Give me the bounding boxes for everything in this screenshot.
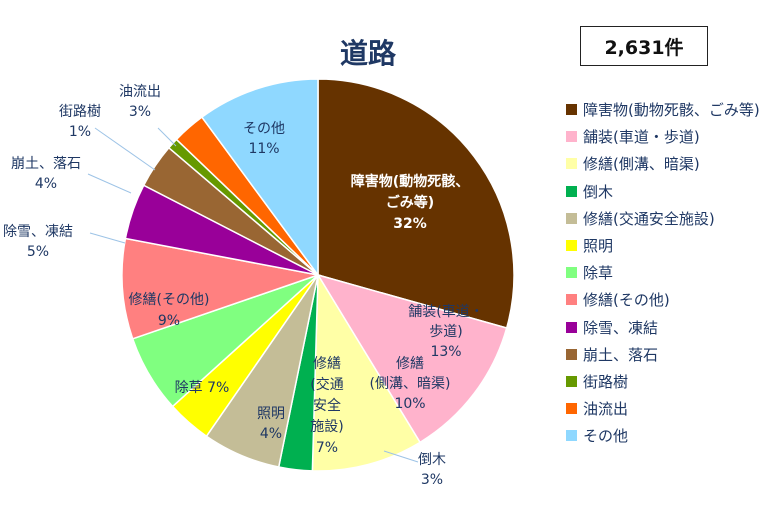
leader-line xyxy=(383,450,419,463)
legend-label: 修繕(側溝、暗渠) xyxy=(583,155,700,174)
slice-value-label: 10% xyxy=(394,396,425,412)
legend-item-6: 除草 xyxy=(566,259,760,286)
legend-label: 障害物(動物死骸、ごみ等) xyxy=(583,101,760,120)
legend-swatch xyxy=(566,158,577,170)
legend-swatch xyxy=(566,131,577,143)
leader-line xyxy=(89,232,126,244)
slice-label-text: その他 xyxy=(243,121,285,137)
slice-value-label: 7% xyxy=(316,440,338,456)
slice-label-4: 修繕 (交通安全施設) 7% xyxy=(310,356,343,456)
slice-label-text: 舗装(車道・ xyxy=(408,303,483,320)
slice-label-text: 街路樹 xyxy=(59,104,101,120)
legend-item-12: その他 xyxy=(566,422,760,449)
slice-label-text: 油流出 xyxy=(119,84,161,100)
slice-value-label: 1% xyxy=(69,124,91,140)
legend-label: 倒木 xyxy=(583,182,614,201)
legend-label: 舗装(車道・歩道) xyxy=(583,128,700,147)
slice-label-11: 油流出 3% xyxy=(119,84,177,147)
leader-line xyxy=(157,127,177,147)
legend-swatch xyxy=(566,348,577,360)
legend-label: 照明 xyxy=(583,237,614,256)
slice-label-8: 除雪、凍結 5% xyxy=(3,224,126,260)
slice-label-text: (交通 xyxy=(310,376,343,393)
slice-label-text: 歩道) xyxy=(429,324,462,340)
legend-label: 除雪、凍結 xyxy=(583,318,659,337)
legend-swatch xyxy=(566,104,577,116)
legend-item-3: 倒木 xyxy=(566,178,760,205)
legend-item-10: 街路樹 xyxy=(566,368,760,395)
pie-slice-2 xyxy=(311,272,422,472)
slice-value-label: 11% xyxy=(248,141,279,157)
legend-item-4: 修繕(交通安全施設) xyxy=(566,205,760,232)
slice-label-text: ごみ等) xyxy=(386,194,434,211)
slice-label-0: 障害物(動物死骸、ごみ等) 32% xyxy=(351,173,469,232)
slice-value-label: 4% xyxy=(260,426,282,442)
slice-label-text: 施設) xyxy=(310,419,343,435)
slice-value-label: 13% xyxy=(430,344,461,360)
slice-label-12: その他 11% xyxy=(243,121,285,157)
slice-value-label: 3% xyxy=(421,472,443,488)
legend-swatch xyxy=(566,430,577,442)
slice-label-text: 崩土、落石 xyxy=(11,156,81,172)
slice-label-text: (側溝、暗渠) xyxy=(370,376,451,392)
legend-label: 修繕(交通安全施設) xyxy=(583,209,715,228)
legend-swatch xyxy=(566,185,577,197)
slice-value-label: 9% xyxy=(158,313,180,329)
legend-label: 街路樹 xyxy=(583,372,629,391)
legend-item-9: 崩土、落石 xyxy=(566,341,760,368)
slice-value-label: 32% xyxy=(393,216,427,232)
legend-swatch xyxy=(566,267,577,279)
total-count-badge: 2,631件 xyxy=(580,26,708,66)
slice-label-1: 舗装(車道・歩道) 13% xyxy=(408,303,483,360)
slice-label-text: 障害物(動物死骸、 xyxy=(351,173,469,190)
legend-swatch xyxy=(566,212,577,224)
legend-swatch xyxy=(566,240,577,252)
pie-slice-7 xyxy=(121,237,321,340)
slice-value-label: 3% xyxy=(129,104,151,120)
slice-label-text: 修繕(その他) xyxy=(129,292,210,308)
slice-label-text: 除草 7% xyxy=(175,380,230,396)
legend-label: 崩土、落石 xyxy=(583,345,659,364)
leader-line xyxy=(87,173,132,194)
legend-label: その他 xyxy=(583,427,629,446)
slice-label-7: 修繕(その他) 9% xyxy=(129,292,210,329)
pie-slice-0 xyxy=(317,78,515,329)
legend-item-8: 除雪、凍結 xyxy=(566,314,760,341)
slice-label-text: 修繕 xyxy=(313,356,341,372)
chart-title: 道路 xyxy=(340,37,397,70)
slice-label-6: 除草 7% xyxy=(175,380,230,396)
slice-label-text: 倒木 xyxy=(418,452,446,468)
leader-line xyxy=(94,127,156,171)
slice-label-9: 崩土、落石 4% xyxy=(11,156,132,194)
legend-swatch xyxy=(566,294,577,306)
legend-item-2: 修繕(側溝、暗渠) xyxy=(566,150,760,177)
slice-value-label: 5% xyxy=(27,244,49,260)
slice-label-text: 除雪、凍結 xyxy=(3,224,73,240)
legend: 障害物(動物死骸、ごみ等) 舗装(車道・歩道) 修繕(側溝、暗渠) 倒木修繕(交通安全… xyxy=(566,96,760,449)
pie-slice-12 xyxy=(200,78,319,278)
legend-swatch xyxy=(566,403,577,415)
pie-slice-1 xyxy=(316,273,508,444)
slice-label-3: 倒木 3% xyxy=(383,450,446,488)
legend-item-11: 油流出 xyxy=(566,395,760,422)
slice-label-text: 照明 xyxy=(257,406,285,422)
legend-label: 修繕(その他) xyxy=(583,291,670,310)
legend-item-0: 障害物(動物死骸、ごみ等) xyxy=(566,96,760,123)
slice-label-text: 修繕 xyxy=(396,356,424,372)
slice-label-2: 修繕 (側溝、暗渠) 10% xyxy=(370,356,451,412)
legend-label: 除草 xyxy=(583,264,614,283)
legend-label: 油流出 xyxy=(583,400,629,419)
legend-swatch xyxy=(566,321,577,333)
legend-item-1: 舗装(車道・歩道) xyxy=(566,123,760,150)
slice-label-5: 照明 4% xyxy=(257,406,285,442)
legend-swatch xyxy=(566,375,577,387)
legend-item-5: 照明 xyxy=(566,232,760,259)
legend-item-7: 修繕(その他) xyxy=(566,286,760,313)
slice-value-label: 4% xyxy=(35,176,57,192)
slice-label-10: 街路樹 1% xyxy=(59,104,156,171)
slice-label-text: 安全 xyxy=(313,397,341,414)
